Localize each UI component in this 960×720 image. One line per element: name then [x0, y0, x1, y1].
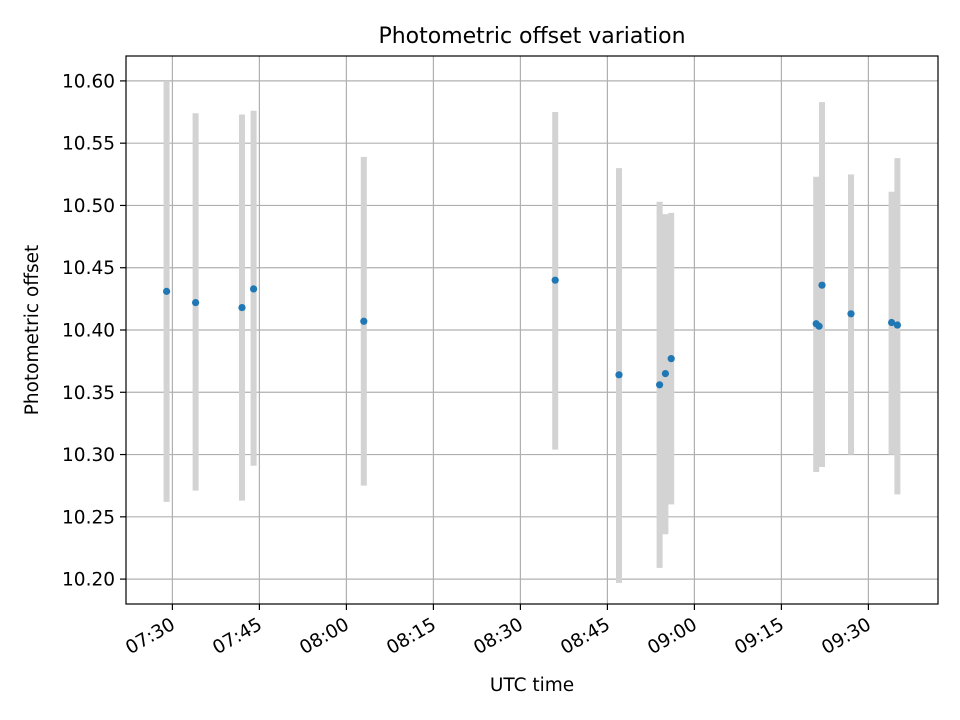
y-axis-title: Photometric offset: [22, 245, 43, 416]
data-point: [192, 299, 200, 307]
y-tick-label: 10.20: [62, 570, 115, 591]
y-tick-label: 10.25: [62, 507, 115, 528]
x-tick-label: 09:15: [731, 614, 788, 659]
x-tick-label: 09:30: [818, 614, 875, 659]
data-point: [888, 318, 896, 327]
y-tick-label: 10.40: [62, 321, 115, 342]
tick-layer: 10.20 10.25 10.30 10.35 10.40 10.45 10.50 10.55…: [62, 71, 875, 659]
x-tick-label: 08:15: [383, 614, 440, 659]
grid-layer: [126, 56, 938, 604]
errorbar-layer: [163, 80, 901, 583]
x-tick-label: 08:30: [470, 614, 527, 659]
y-tick-label: 10.35: [62, 383, 115, 404]
data-point: [551, 276, 559, 284]
data-point: [893, 321, 902, 329]
x-axis-title: UTC time: [490, 675, 574, 696]
x-tick-label: 08:45: [557, 614, 614, 659]
data-point: [656, 381, 664, 389]
x-tick-label: 07:45: [209, 614, 266, 659]
data-point: [163, 287, 171, 295]
data-point: [661, 369, 670, 378]
x-tick-label: 08:00: [296, 614, 353, 659]
x-tick-label: 07:30: [122, 614, 179, 659]
data-point: [250, 285, 258, 293]
point-layer: [163, 276, 902, 389]
y-tick-label: 10.30: [62, 445, 115, 466]
data-point: [815, 322, 823, 330]
y-tick-label: 10.50: [62, 196, 115, 217]
x-tick-label: 09:00: [644, 614, 701, 659]
y-tick-label: 10.55: [62, 134, 115, 155]
data-point: [847, 310, 855, 318]
data-point: [360, 317, 368, 325]
data-point: [818, 281, 826, 289]
y-tick-label: 10.45: [62, 258, 115, 279]
chart-title: Photometric offset variation: [378, 24, 685, 49]
data-point: [615, 371, 623, 379]
data-point: [238, 303, 246, 312]
y-tick-label: 10.60: [62, 71, 115, 92]
data-point: [667, 355, 675, 363]
